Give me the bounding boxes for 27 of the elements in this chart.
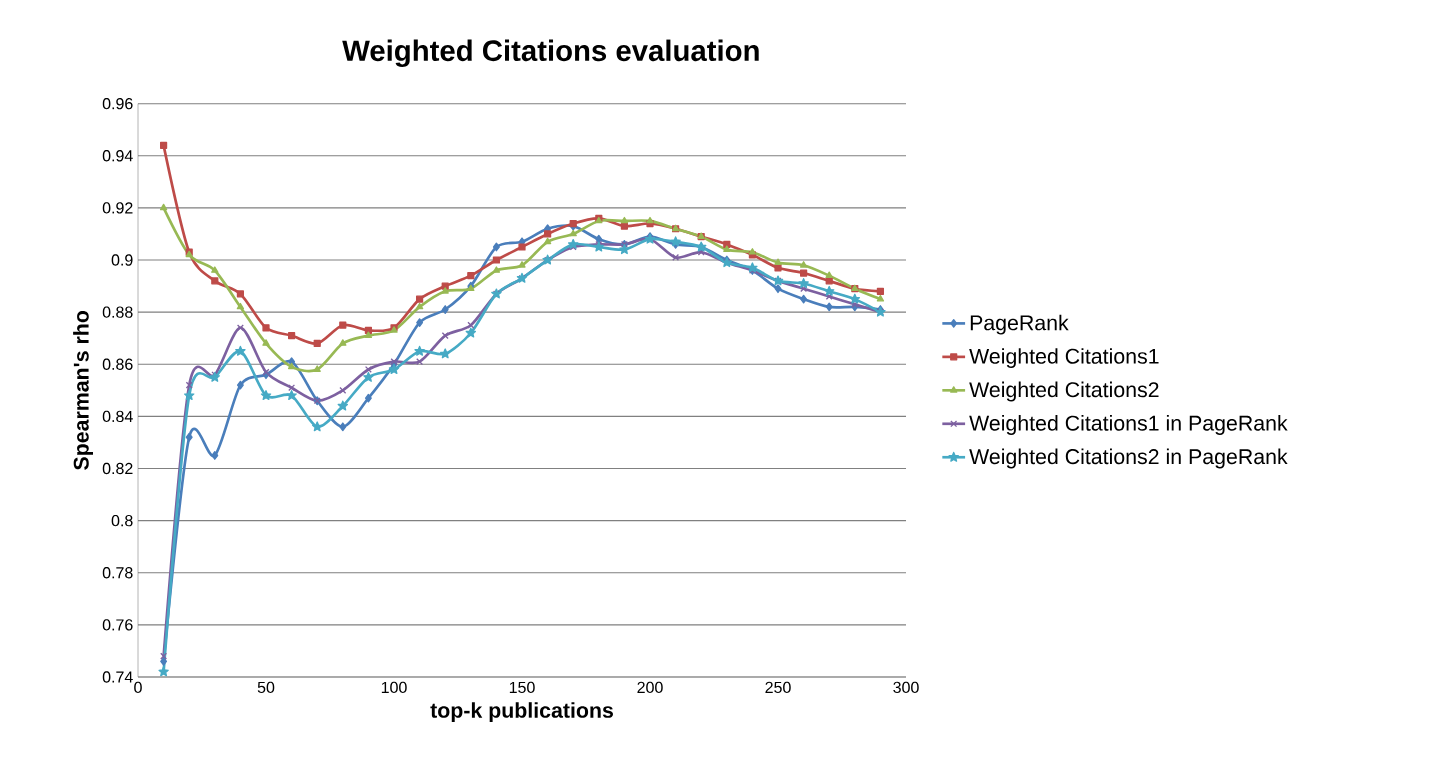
y-tick-label: 0.76 [102,619,133,631]
x-tick-label: 0 [134,681,142,694]
legend-label: Weighted Citations2 in PageRank [969,448,1288,469]
legend-label: Weighted Citations2 [969,381,1159,402]
x-tick-label: 100 [381,681,407,694]
x-tick-label: 50 [257,681,275,694]
y-tick-label: 0.88 [102,306,133,318]
y-tick-label: 0.92 [102,202,133,214]
x-tick-label: 250 [765,681,791,694]
y-tick-label: 0.9 [111,254,133,266]
chart-title: Weighted Citations evaluation [342,39,759,68]
x-tick-label: 300 [893,681,919,694]
x-tick-label: 200 [637,681,663,694]
y-tick-label: 0.94 [102,150,133,162]
x-axis-title: top-k publications [430,702,613,723]
y-tick-label: 0.84 [102,410,133,423]
y-tick-label: 0.74 [102,671,133,683]
y-tick-label: 0.96 [102,98,133,110]
legend-label: PageRank [970,314,1069,335]
legend-label: Weighted Citations1 in PageRank [969,415,1288,435]
y-tick-label: 0.78 [102,567,133,579]
y-tick-label: 0.86 [102,358,133,370]
y-tick-label: 0.8 [111,514,133,527]
y-tick-label: 0.82 [102,462,133,475]
y-axis-title: Spearman's rho [73,311,93,470]
x-tick-label: 150 [509,681,535,694]
legend-label: Weighted Citations1 [969,348,1159,369]
